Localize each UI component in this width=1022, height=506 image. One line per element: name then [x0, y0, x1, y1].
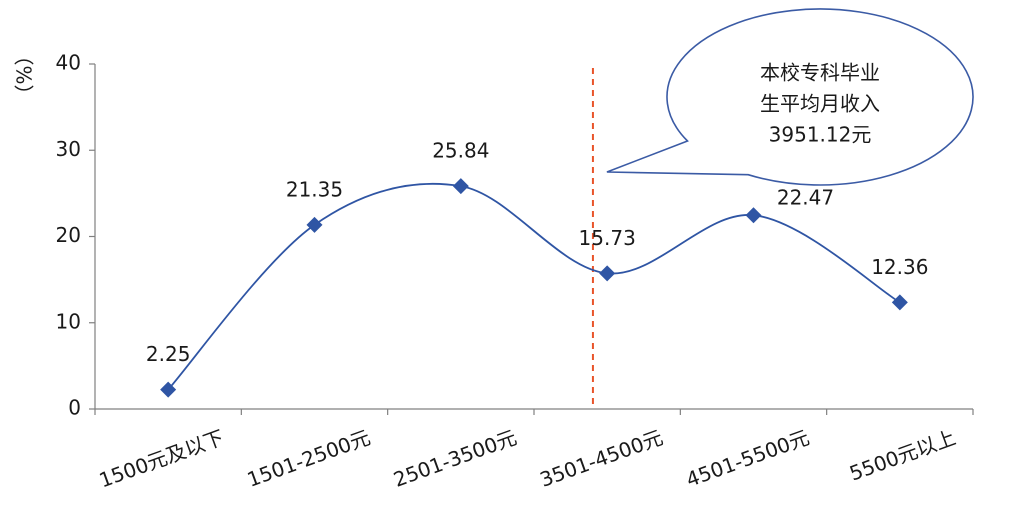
y-tick-labels: 0 10 20 30 40 [56, 51, 81, 420]
x-tick-labels: 1500元及以下 1501-2500元 2501-3500元 3501-4500元 45… [96, 425, 959, 492]
callout-shape [606, 8, 974, 186]
data-label: 15.73 [579, 226, 636, 250]
data-label: 22.47 [777, 186, 834, 210]
data-point-marker [891, 294, 908, 311]
series-line [167, 182, 901, 391]
data-label: 21.35 [286, 177, 343, 201]
data-point-marker [452, 178, 469, 195]
callout-text-line: 生平均月收入 [760, 92, 880, 116]
data-point-marker [745, 207, 762, 224]
y-tick-label: 30 [56, 137, 81, 161]
y-tick-label: 0 [68, 396, 81, 420]
data-point-marker [160, 381, 177, 398]
axes [89, 63, 974, 415]
data-point-marker [306, 216, 323, 233]
data-label: 2.25 [146, 342, 191, 366]
x-tick-label: 2501-3500元 [390, 425, 519, 492]
x-tick-label: 1501-2500元 [244, 425, 373, 492]
data-labels: 2.25 21.35 25.84 15.73 22.47 12.36 [146, 139, 929, 366]
x-tick-label: 5500元以上 [846, 425, 958, 485]
data-point-marker [599, 265, 616, 282]
y-tick-label: 10 [56, 309, 81, 333]
y-axis-unit-label: （%） [13, 45, 37, 104]
data-label: 25.84 [432, 139, 489, 163]
data-label: 12.36 [871, 255, 928, 279]
series-line-path [167, 182, 901, 391]
x-tick-label: 3501-4500元 [537, 425, 666, 492]
callout-text-line: 本校专科毕业 [760, 61, 880, 85]
callout-text-line: 3951.12元 [769, 123, 872, 147]
y-tick-label: 40 [56, 51, 81, 75]
x-tick-label: 1500元及以下 [96, 425, 227, 492]
series-markers [160, 178, 908, 398]
y-tick-label: 20 [56, 223, 81, 247]
x-tick-label: 4501-5500元 [683, 425, 812, 492]
